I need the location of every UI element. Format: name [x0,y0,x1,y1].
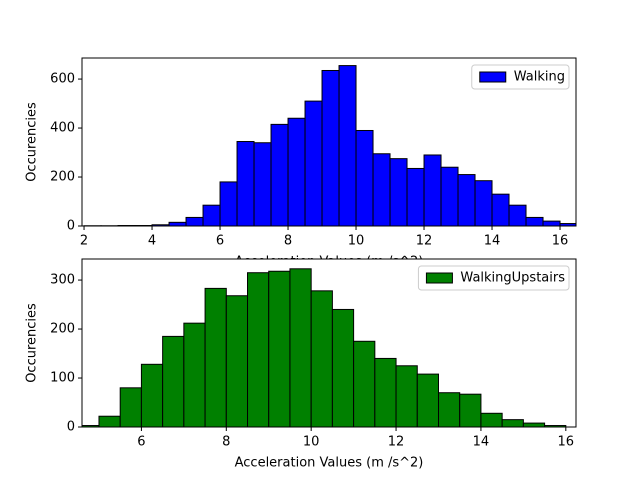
axes: 6 8 10 12 14 16 0 100 200 300 Acceleration Values … [25,258,577,471]
bar [525,216,544,226]
bar [183,322,206,427]
bar [491,193,510,226]
x-tick-label: 8 [284,234,292,249]
legend: WalkingUpstairs [417,265,570,291]
legend-frame [417,265,570,291]
y-tick-label: 200 [50,170,75,185]
bar [321,69,340,226]
bar [542,220,561,226]
bar [268,270,291,427]
x-tick-label: 10 [348,234,365,249]
y-tick-label: 0 [67,420,75,435]
bar [331,308,355,427]
x-tick-label: 6 [137,435,145,450]
bar [423,154,442,226]
bar [310,290,333,427]
bar [440,166,459,226]
bar [522,422,546,427]
bar [119,387,142,427]
bar [204,287,227,427]
bar [236,141,255,226]
x-tick-label: 16 [552,234,569,249]
plot-area [83,65,576,226]
x-tick-label: 2 [80,234,88,249]
legend-label: Walking [514,70,565,85]
bar [459,393,482,427]
bar [98,415,121,427]
bar [437,392,461,427]
bar [202,204,221,226]
bar [247,272,270,427]
bar [289,268,312,427]
bar [219,181,238,226]
bar [406,167,425,226]
bar [559,223,576,226]
bar [168,221,187,226]
x-tick-label: 6 [216,234,224,249]
bar [457,174,476,226]
bar [372,153,391,226]
bar [389,158,408,226]
x-tick-label: 14 [473,435,490,450]
y-axis-label: Occurencies [25,303,40,383]
bar [353,340,376,427]
legend-label: WalkingUpstairs [460,271,565,286]
y-tick-label: 100 [50,371,75,386]
x-axis-label: Acceleration Values (m /s^2) [235,456,424,471]
y-tick-label: 300 [50,273,75,288]
plot-area [82,268,567,427]
bar [185,216,204,226]
bar [140,363,164,427]
x-tick-label: 16 [558,435,575,450]
bar [338,65,357,226]
x-tick-label: 12 [388,435,405,450]
x-tick-label: 10 [303,435,320,450]
bar [474,180,493,226]
bar [395,365,418,427]
bar [225,295,249,427]
x-tick-label: 4 [148,234,156,249]
y-tick-label: 0 [67,219,75,234]
bar [355,129,374,226]
y-tick-label: 600 [50,72,75,87]
y-axis-label: Occurencies [25,102,40,182]
legend: Walking [471,64,570,90]
bar [162,335,185,427]
legend-frame [471,64,570,90]
y-tick-label: 400 [50,121,75,136]
bar [480,412,503,427]
bar [508,204,527,226]
legend-swatch [425,272,453,284]
bar [304,100,323,226]
legend-swatch [479,71,507,83]
bar [287,117,306,226]
bar [501,419,524,427]
bar [374,357,397,427]
y-tick-label: 200 [50,322,75,337]
axes-frame [81,57,577,227]
x-tick-label: 14 [484,234,501,249]
bar [416,373,439,427]
axes-frame [81,258,577,428]
x-tick-label: 8 [222,435,230,450]
axes: 2468101214160200400600Acceleration Value… [25,57,577,270]
x-tick-label: 12 [416,234,433,249]
bar [253,142,272,226]
bar [270,123,289,226]
